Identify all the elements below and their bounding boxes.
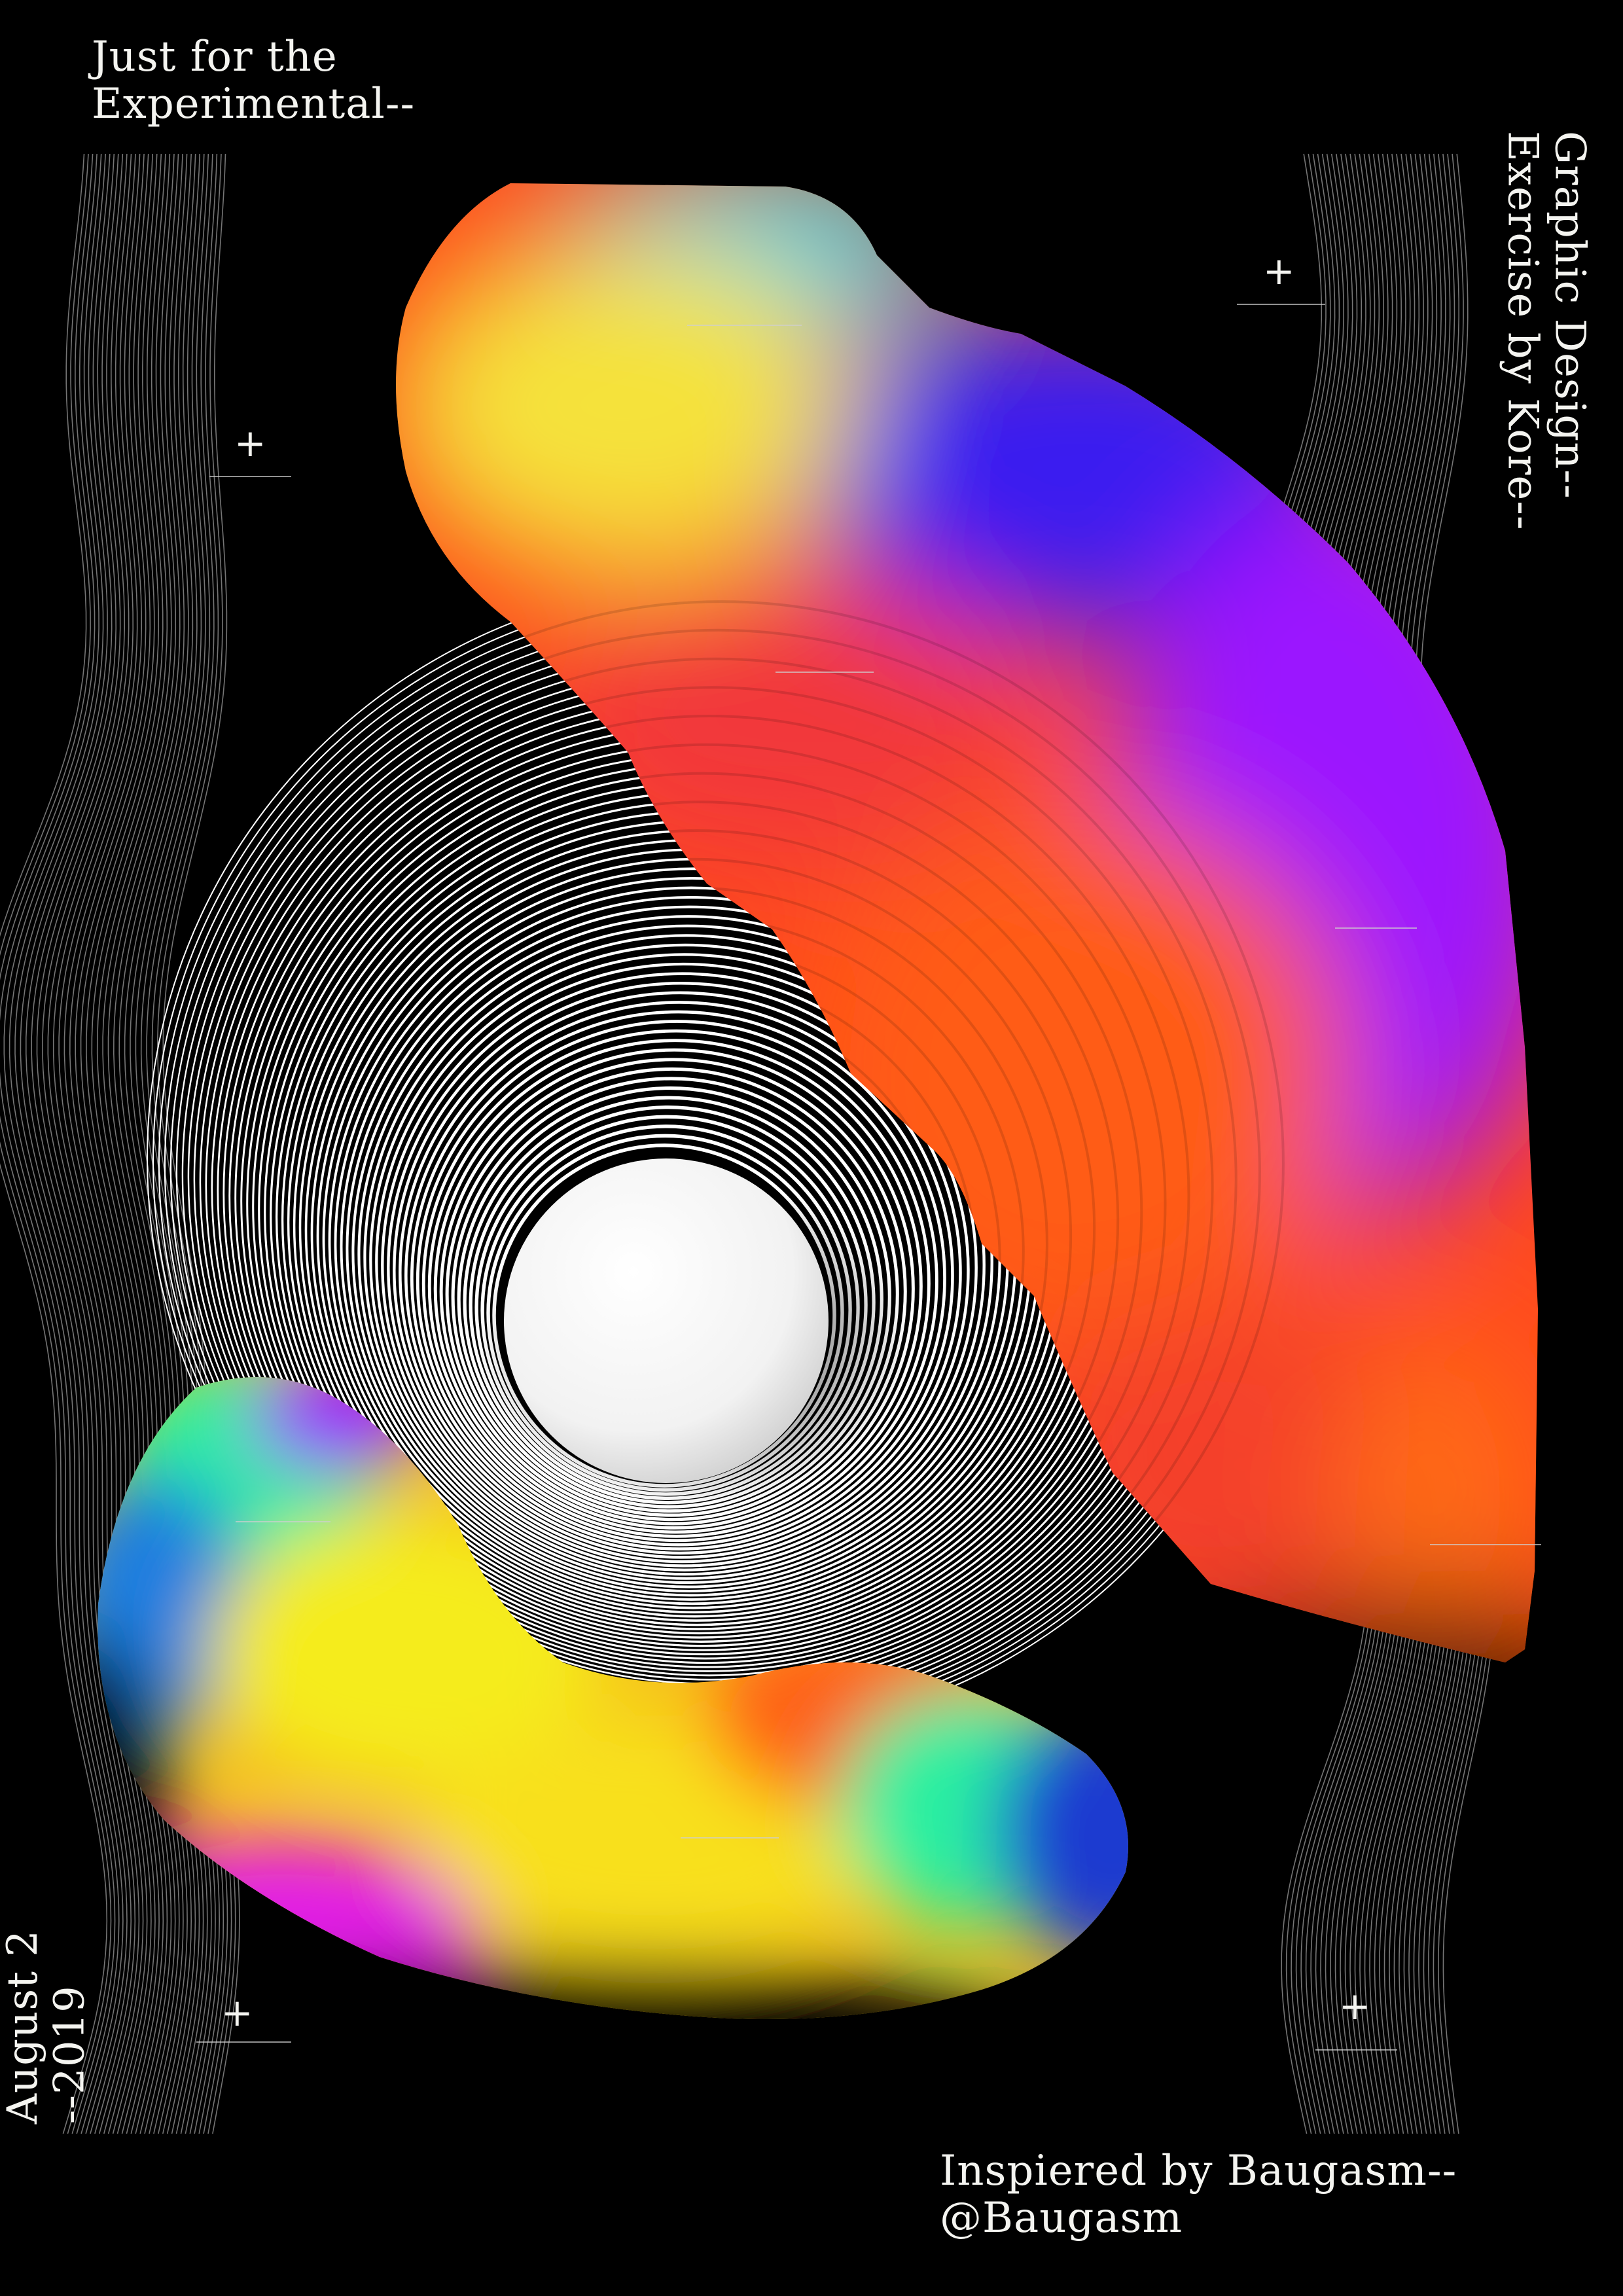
plus-marker-4: + (1339, 1984, 1371, 2028)
title-line-2: Experimental-- (92, 79, 416, 128)
title-line-1: Just for the (92, 33, 338, 81)
white-ball (504, 1158, 829, 1483)
plus-marker-3: + (221, 1990, 253, 2035)
plus-marker-1: + (234, 421, 266, 465)
date-vertical-block: August 2 --2019 (0, 1929, 94, 2124)
inspiration-line-2: @Baugasm (940, 2193, 1183, 2242)
credit-line-1: Graphic Design-- (1545, 131, 1594, 499)
title-block: Just for the Experimental-- (92, 33, 416, 128)
plus-marker-2: + (1263, 249, 1295, 293)
credit-line-2: Exercise by Kore-- (1498, 131, 1547, 531)
inspiration-block: Inspiered by Baugasm-- @Baugasm (940, 2147, 1457, 2242)
date-line-2: --2019 (45, 1985, 94, 2125)
tick-lines (196, 304, 1541, 2051)
credit-vertical-block: Graphic Design-- Exercise by Kore-- (1498, 131, 1594, 531)
inspiration-line-1: Inspiered by Baugasm-- (940, 2147, 1457, 2195)
date-line-1: August 2 (0, 1929, 47, 2125)
